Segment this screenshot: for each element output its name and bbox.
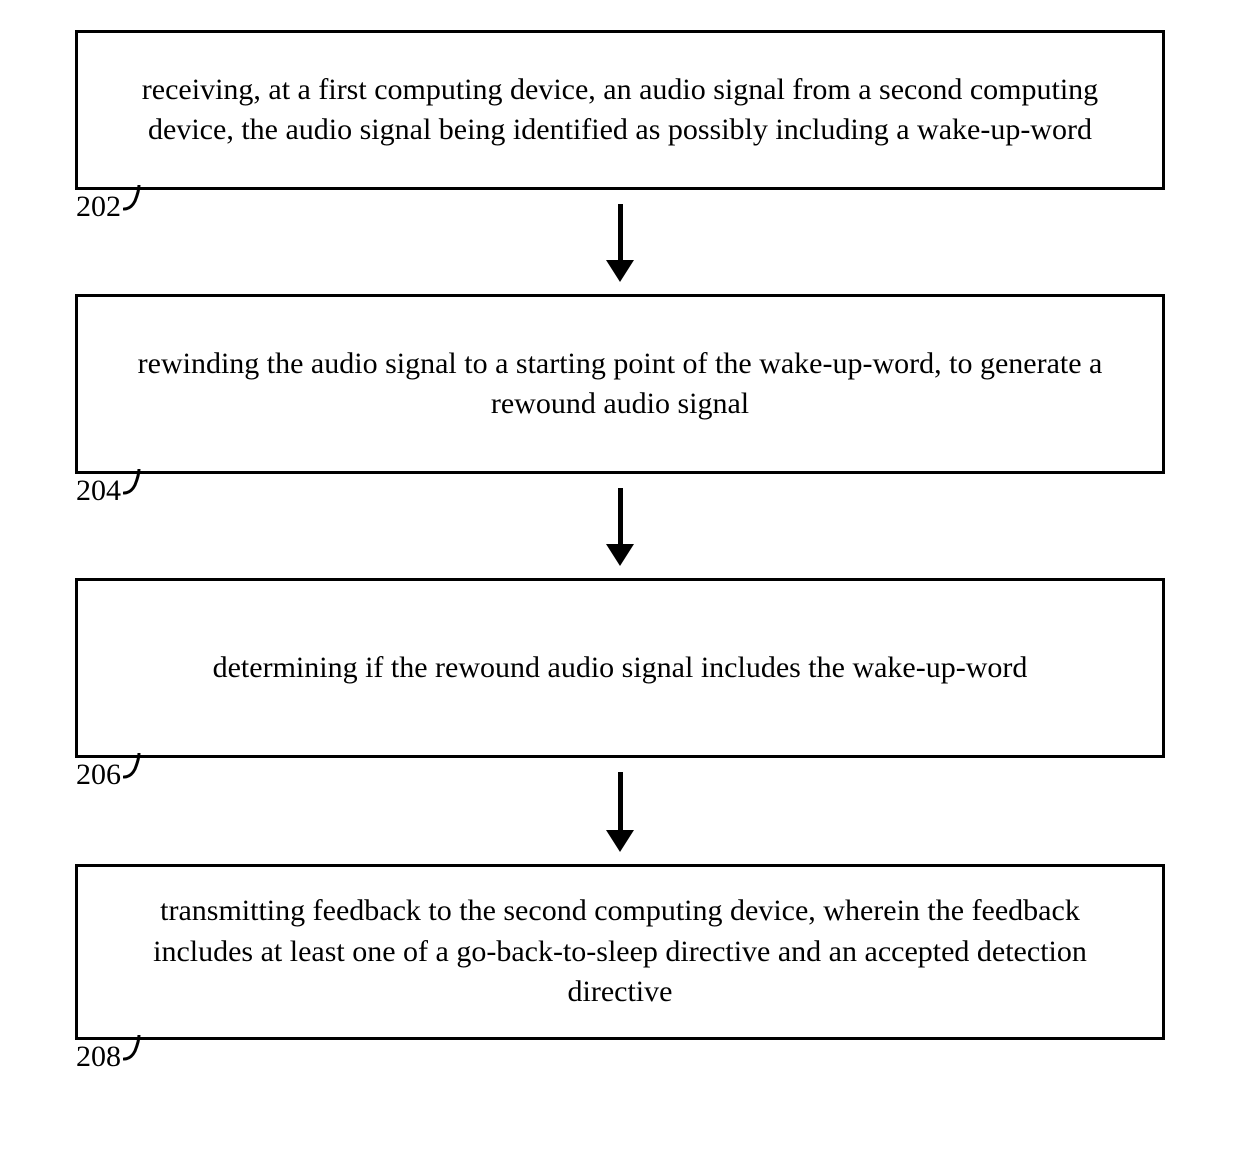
step-text-1: receiving, at a first computing device, … xyxy=(108,70,1132,151)
step-text-3: determining if the rewound audio signal … xyxy=(213,648,1028,689)
arrow-3 xyxy=(606,772,634,852)
step-label-4: 208 xyxy=(76,1035,165,1074)
arrow-line-icon xyxy=(618,488,623,544)
arrow-head-icon xyxy=(606,830,634,852)
step-box-1: receiving, at a first computing device, … xyxy=(75,30,1165,190)
step-text-4: transmitting feedback to the second comp… xyxy=(108,891,1132,1013)
arrow-head-icon xyxy=(606,544,634,566)
step-text-2: rewinding the audio signal to a starting… xyxy=(108,344,1132,425)
step-wrapper-3: determining if the rewound audio signal … xyxy=(40,578,1200,758)
step-wrapper-1: receiving, at a first computing device, … xyxy=(40,30,1200,190)
arrow-1 xyxy=(606,204,634,282)
step-wrapper-4: transmitting feedback to the second comp… xyxy=(40,864,1200,1040)
step-box-3: determining if the rewound audio signal … xyxy=(75,578,1165,758)
label-tail-icon xyxy=(123,185,165,218)
label-tail-icon xyxy=(123,469,165,502)
arrow-line-icon xyxy=(618,772,623,830)
step-box-2: rewinding the audio signal to a starting… xyxy=(75,294,1165,474)
step-label-2: 204 xyxy=(76,469,165,508)
step-label-3: 206 xyxy=(76,753,165,792)
label-tail-icon xyxy=(123,1035,165,1068)
label-tail-icon xyxy=(123,753,165,786)
step-wrapper-2: rewinding the audio signal to a starting… xyxy=(40,294,1200,474)
flowchart-container: receiving, at a first computing device, … xyxy=(40,30,1200,1080)
arrow-2 xyxy=(606,488,634,566)
arrow-head-icon xyxy=(606,260,634,282)
arrow-line-icon xyxy=(618,204,623,260)
step-label-1: 202 xyxy=(76,185,165,224)
step-box-4: transmitting feedback to the second comp… xyxy=(75,864,1165,1040)
